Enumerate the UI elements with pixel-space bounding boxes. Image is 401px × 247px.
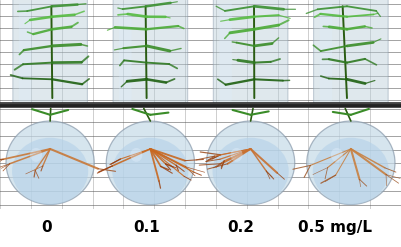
FancyBboxPatch shape	[314, 0, 388, 106]
FancyBboxPatch shape	[113, 0, 188, 106]
FancyBboxPatch shape	[13, 0, 87, 106]
Ellipse shape	[213, 138, 289, 205]
Ellipse shape	[307, 121, 395, 205]
FancyBboxPatch shape	[119, 3, 132, 101]
Text: 0.1: 0.1	[133, 220, 160, 235]
Text: 0.2: 0.2	[227, 220, 254, 235]
Ellipse shape	[130, 148, 142, 162]
FancyBboxPatch shape	[19, 3, 31, 101]
Ellipse shape	[112, 138, 188, 205]
FancyBboxPatch shape	[213, 0, 288, 106]
Text: 0: 0	[41, 220, 51, 235]
Ellipse shape	[12, 138, 88, 205]
Ellipse shape	[231, 148, 243, 162]
Ellipse shape	[30, 148, 42, 162]
Ellipse shape	[6, 121, 94, 205]
Ellipse shape	[106, 121, 194, 205]
Ellipse shape	[207, 121, 295, 205]
Ellipse shape	[313, 138, 389, 205]
FancyBboxPatch shape	[219, 3, 232, 101]
Ellipse shape	[331, 148, 343, 162]
FancyBboxPatch shape	[320, 3, 332, 101]
Text: 0.5 mg/L: 0.5 mg/L	[298, 220, 372, 235]
